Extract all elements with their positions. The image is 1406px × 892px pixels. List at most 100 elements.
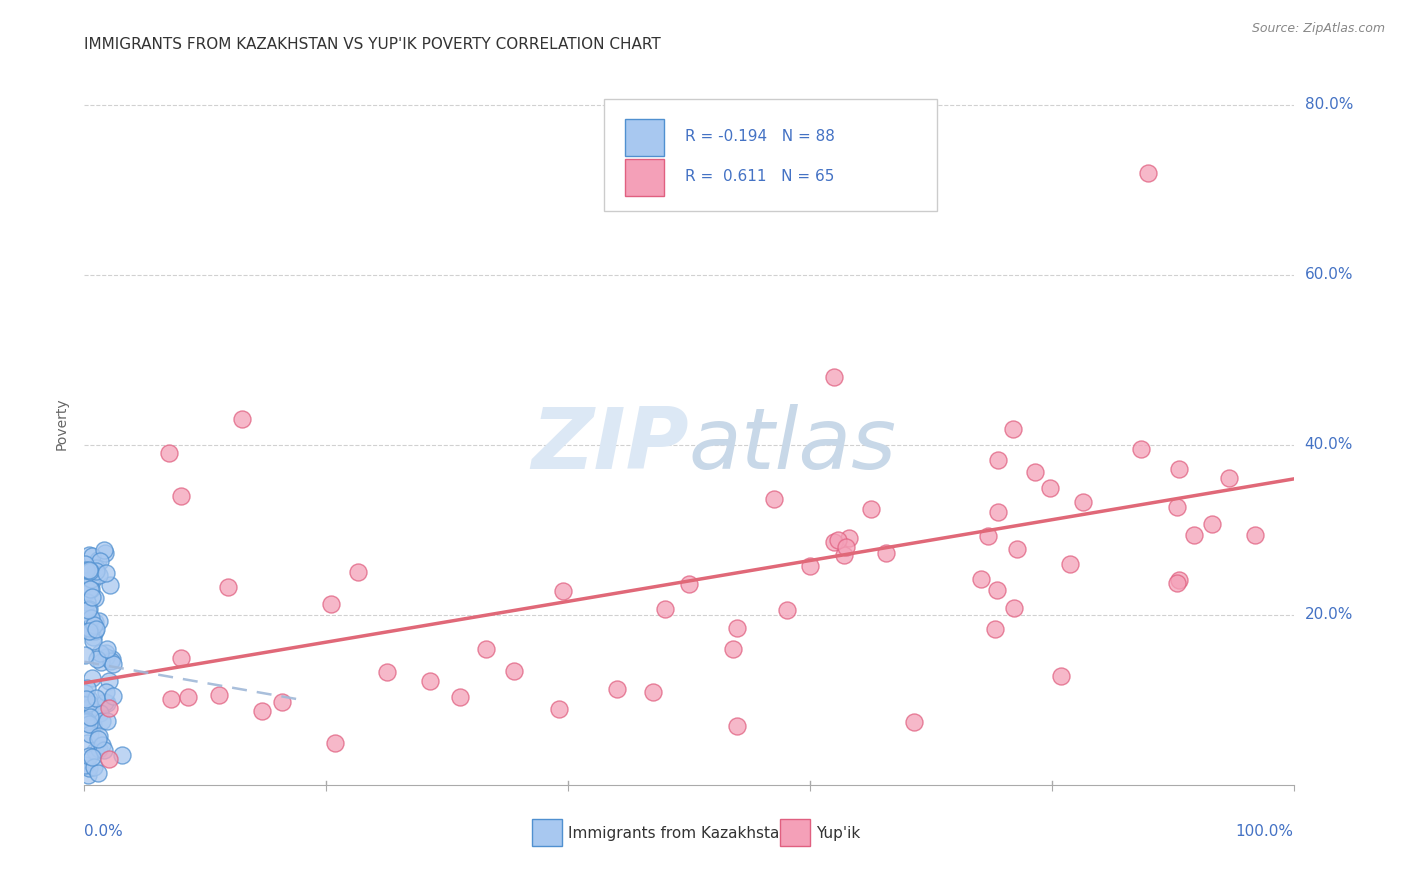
Point: [799, 559, 821, 574]
FancyBboxPatch shape: [531, 819, 562, 847]
Point: [76, 736, 98, 750]
Point: [231, 412, 253, 426]
Point: [1166, 575, 1188, 590]
Point: [208, 688, 231, 702]
Point: [984, 622, 1007, 636]
Point: [76, 564, 98, 578]
Point: [101, 657, 124, 672]
Point: [83, 760, 105, 774]
Point: [77, 692, 100, 706]
Point: [76, 608, 98, 623]
Point: [977, 528, 1000, 542]
Point: [347, 565, 370, 579]
Point: [775, 602, 797, 616]
Point: [77, 602, 100, 616]
FancyBboxPatch shape: [780, 819, 810, 847]
Point: [1059, 557, 1081, 571]
Point: [86, 652, 108, 666]
Point: [96, 646, 118, 660]
Point: [77, 761, 100, 775]
FancyBboxPatch shape: [624, 159, 664, 196]
Point: [606, 682, 628, 697]
Point: [80, 624, 103, 638]
Point: [84, 691, 107, 706]
Point: [823, 370, 845, 384]
Point: [77, 563, 100, 577]
Y-axis label: Poverty: Poverty: [55, 398, 69, 450]
Point: [678, 576, 700, 591]
Point: [100, 654, 122, 668]
Point: [75, 714, 97, 729]
Text: Yup'ik: Yup'ik: [815, 826, 860, 841]
Point: [1201, 517, 1223, 532]
Point: [97, 752, 120, 766]
Point: [83, 624, 105, 639]
Point: [250, 704, 273, 718]
Point: [1137, 166, 1160, 180]
Point: [419, 673, 441, 688]
Point: [91, 714, 114, 729]
Point: [654, 602, 676, 616]
Point: [170, 651, 193, 665]
Point: [87, 730, 110, 744]
Point: [721, 641, 744, 656]
Point: [80, 611, 103, 625]
Point: [82, 704, 104, 718]
Point: [77, 696, 100, 710]
Point: [1129, 442, 1152, 456]
Point: [319, 597, 342, 611]
Point: [1050, 668, 1073, 682]
Point: [98, 673, 121, 688]
Point: [1182, 527, 1205, 541]
Text: Source: ZipAtlas.com: Source: ZipAtlas.com: [1251, 22, 1385, 36]
Point: [94, 685, 117, 699]
Point: [838, 531, 860, 545]
Point: [176, 690, 198, 704]
Point: [79, 564, 101, 578]
Point: [725, 621, 748, 635]
Point: [89, 614, 111, 628]
Text: R =  0.611   N = 65: R = 0.611 N = 65: [685, 169, 835, 184]
Point: [449, 690, 471, 704]
Point: [80, 574, 103, 588]
Point: [98, 578, 121, 592]
Point: [79, 700, 101, 714]
Point: [84, 564, 107, 578]
Point: [77, 624, 100, 639]
Point: [502, 665, 524, 679]
Point: [641, 685, 664, 699]
Point: [94, 695, 117, 709]
Point: [75, 691, 97, 706]
Point: [157, 446, 180, 460]
Point: [90, 738, 112, 752]
Text: 100.0%: 100.0%: [1236, 824, 1294, 838]
Point: [84, 744, 107, 758]
Text: atlas: atlas: [689, 404, 897, 487]
Point: [103, 690, 125, 704]
Point: [93, 743, 115, 757]
Text: 0.0%: 0.0%: [84, 824, 124, 838]
Point: [96, 714, 118, 728]
Point: [76, 603, 98, 617]
Text: R = -0.194   N = 88: R = -0.194 N = 88: [685, 129, 835, 145]
Point: [1007, 541, 1029, 556]
Point: [987, 505, 1010, 519]
Point: [79, 710, 101, 724]
Point: [94, 650, 117, 665]
Point: [89, 647, 111, 661]
Point: [77, 717, 100, 731]
Point: [548, 702, 571, 716]
Point: [82, 718, 104, 732]
Point: [270, 695, 292, 709]
Point: [75, 558, 97, 572]
Point: [82, 633, 104, 648]
Point: [86, 553, 108, 567]
Text: IMMIGRANTS FROM KAZAKHSTAN VS YUP'IK POVERTY CORRELATION CHART: IMMIGRANTS FROM KAZAKHSTAN VS YUP'IK POV…: [84, 37, 661, 52]
Point: [474, 642, 496, 657]
Point: [875, 546, 897, 560]
Point: [1024, 465, 1046, 479]
Point: [1243, 528, 1265, 542]
Point: [82, 672, 104, 686]
Point: [375, 665, 398, 679]
Point: [1168, 573, 1191, 587]
